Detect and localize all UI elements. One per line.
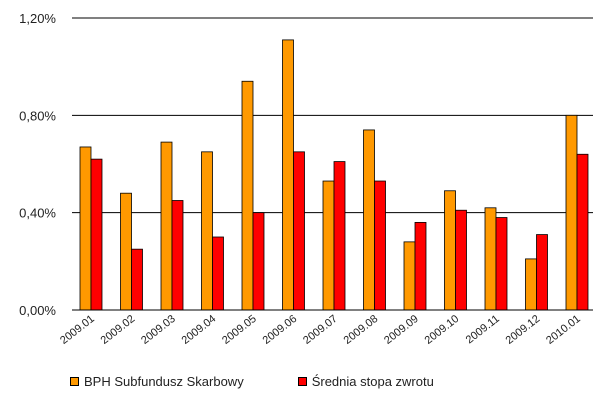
x-tick-label: 2010.01 <box>544 313 583 347</box>
y-tick-label: 0,80% <box>19 108 56 123</box>
bar-series-1 <box>120 192 132 311</box>
bar-series-2 <box>293 151 305 311</box>
bar-series-2 <box>536 234 548 311</box>
bar-series-1 <box>241 80 254 311</box>
legend-swatch-series-1 <box>70 377 79 386</box>
x-tick-label: 2009.07 <box>301 313 340 347</box>
bar-series-1 <box>484 207 497 311</box>
x-tick-label: 2009.11 <box>464 313 502 346</box>
bar-series-1 <box>160 141 173 311</box>
x-tick-label: 2009.04 <box>180 313 219 347</box>
legend-item-series-2: Średnia stopa zwrotu <box>297 374 434 389</box>
legend-swatch-series-2 <box>297 377 307 386</box>
bar-series-1 <box>403 241 416 311</box>
x-tick-label: 2009.09 <box>382 313 421 347</box>
bar-series-2 <box>414 221 427 311</box>
y-tick-label: 0,40% <box>19 206 56 221</box>
bars <box>79 39 589 311</box>
x-tick-label: 2009.01 <box>58 313 97 347</box>
y-tick-label: 0,00% <box>19 303 56 318</box>
bar-series-2 <box>333 161 346 311</box>
bar-series-1 <box>322 180 335 311</box>
x-tick-label: 2009.12 <box>504 313 543 347</box>
bar-series-1 <box>565 114 578 311</box>
bar-series-2 <box>495 217 508 311</box>
x-tick-label: 2009.08 <box>342 313 381 347</box>
legend-item-series-1: BPH Subfundusz Skarbowy <box>70 374 244 389</box>
x-tick-label: 2009.02 <box>99 313 138 347</box>
bar-series-2 <box>90 158 103 311</box>
x-tick-label: 2009.03 <box>139 313 178 347</box>
bar-series-2 <box>171 200 184 311</box>
bar-series-1 <box>444 190 456 311</box>
bar-chart: 0,00%0,40%0,80%1,20% 2009.01 2009.02 2009.… <box>19 11 593 347</box>
x-tick-label: 2009.05 <box>220 313 259 347</box>
bar-series-1 <box>363 129 375 311</box>
bar-series-2 <box>374 180 386 311</box>
bar-series-2 <box>576 153 589 311</box>
bar-series-2 <box>131 248 143 311</box>
y-axis-ticks: 0,00% 0,40% 0,80% 1,20% <box>19 11 56 318</box>
bar-series-2 <box>252 212 265 311</box>
bar-series-1 <box>79 146 92 311</box>
legend: BPH Subfundusz Skarbowy Średnia stopa zw… <box>70 374 434 389</box>
legend-label-series-1: BPH Subfundusz Skarbowy <box>84 374 244 389</box>
bar-series-1 <box>282 39 294 311</box>
bar-series-2 <box>455 209 467 311</box>
y-tick-label: 1,20% <box>19 11 56 26</box>
bar-series-1 <box>201 151 213 311</box>
bar-series-1 <box>525 258 537 311</box>
x-axis-labels: 2009.01 2009.02 2009.03 2009.04 2009.05 2009.… <box>58 313 583 347</box>
x-tick-label: 2009.10 <box>423 313 462 347</box>
legend-label-series-2: Średnia stopa zwrotu <box>311 374 434 389</box>
x-tick-label: 2009.06 <box>261 313 300 347</box>
bar-series-2 <box>212 236 224 311</box>
